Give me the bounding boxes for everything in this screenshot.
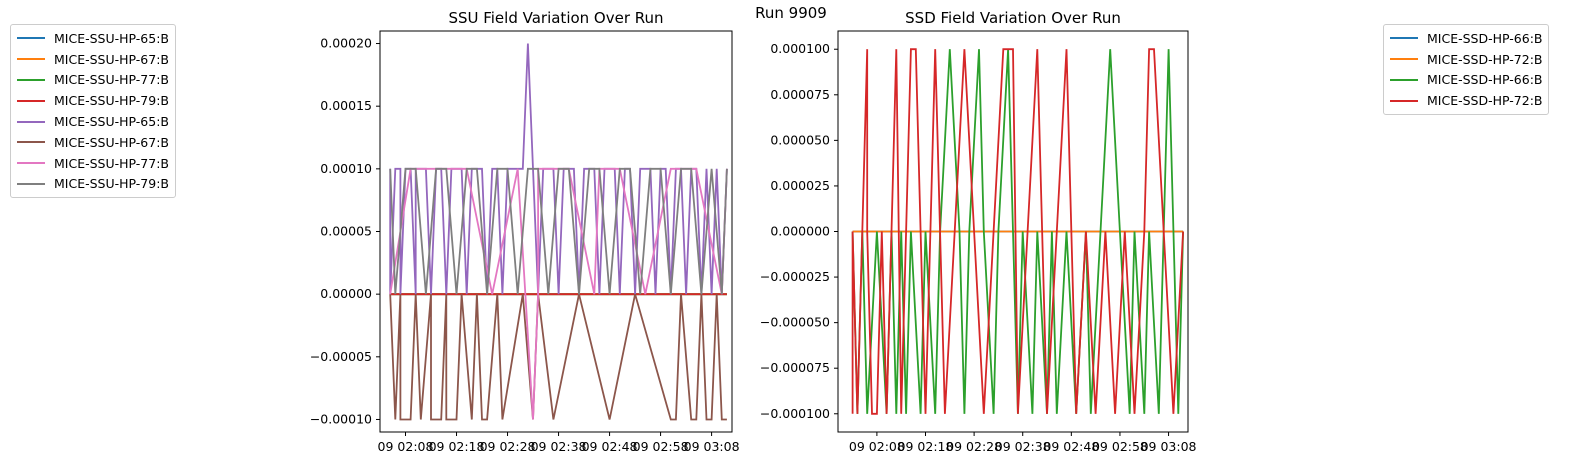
x-tick-label: 09 02:08 [378, 439, 434, 454]
legend-label: MICE-SSU-HP-79:B [54, 176, 170, 192]
ssu-chart: 0.00020 0.00015 0.00010 0.00005 0.00000 −0.00… [310, 9, 740, 454]
legend-left-entry: MICE-SSU-HP-65:B [17, 111, 169, 132]
legend-left-entry: MICE-SSU-HP-67:B [17, 49, 169, 70]
legend-left-entry: MICE-SSU-HP-67:B [17, 132, 169, 153]
x-tick-label: 09 03:08 [1141, 439, 1197, 454]
y-tick-label: 0.000075 [770, 87, 830, 102]
y-tick-label: −0.00005 [310, 349, 372, 364]
legend-left-entry: MICE-SSU-HP-77:B [17, 153, 169, 174]
y-tick-label: −0.000050 [760, 315, 830, 330]
y-tick-label: −0.00010 [310, 411, 372, 426]
y-tick-label: 0.00010 [320, 161, 372, 176]
x-tick-label: 09 02:58 [633, 439, 689, 454]
x-tick-label: 09 02:28 [480, 439, 536, 454]
x-tick-label: 09 03:08 [684, 439, 740, 454]
legend-label: MICE-SSU-HP-65:B [54, 114, 170, 130]
series-line [389, 167, 728, 420]
x-tick-label: 09 02:28 [946, 439, 1002, 454]
x-tick-label: 09 02:38 [531, 439, 587, 454]
series-line [851, 48, 1184, 415]
y-tick-label: 0.000050 [770, 132, 830, 147]
legend-left-entry: MICE-SSU-HP-65:B [17, 28, 169, 49]
legend-swatch [17, 120, 45, 123]
y-tick-label: −0.000075 [760, 360, 830, 375]
x-tick-label: 09 02:18 [898, 439, 954, 454]
y-tick-label: 0.00000 [320, 286, 372, 301]
legend-label: MICE-SSU-HP-65:B [54, 30, 170, 46]
chart-title: SSD Field Variation Over Run [905, 9, 1121, 27]
series-line [389, 167, 728, 295]
legend-right-entry: MICE-SSD-HP-72:B [1390, 90, 1542, 111]
legend-right-entry: MICE-SSD-HP-66:B [1390, 28, 1542, 49]
legend-left-entry: MICE-SSU-HP-77:B [17, 70, 169, 91]
legend-label: MICE-SSU-HP-77:B [54, 155, 170, 171]
legend-label: MICE-SSD-HP-66:B [1427, 30, 1543, 46]
legend-swatch [1390, 99, 1418, 102]
legend-swatch [17, 182, 45, 185]
legend-swatch [17, 141, 45, 144]
legend-label: MICE-SSU-HP-67:B [54, 134, 170, 150]
legend-swatch [1390, 78, 1418, 81]
y-tick-label: −0.000025 [760, 269, 830, 284]
legend-left: MICE-SSU-HP-65:B MICE-SSU-HP-67:B MICE-SSU… [10, 24, 177, 199]
y-tick-label: 0.00020 [320, 36, 372, 51]
legend-swatch [1390, 58, 1418, 61]
legend-label: MICE-SSD-HP-72:B [1427, 93, 1543, 109]
legend-swatch [1390, 37, 1418, 40]
legend-right: MICE-SSD-HP-66:B MICE-SSD-HP-72:B MICE-SSD… [1383, 24, 1550, 116]
x-tick-label: 09 02:48 [582, 439, 638, 454]
legend-left-entry: MICE-SSU-HP-79:B [17, 174, 169, 195]
legend-label: MICE-SSD-HP-66:B [1427, 72, 1543, 88]
x-tick-label: 09 02:48 [1043, 439, 1099, 454]
ssd-chart: 0.000100 0.000075 0.000050 0.000025 0.000000… [760, 9, 1197, 454]
y-tick-label: 0.000000 [770, 224, 830, 239]
legend-swatch [17, 37, 45, 40]
x-tick-label: 09 02:38 [995, 439, 1051, 454]
figure-suptitle: Run 9909 [755, 4, 827, 22]
chart-title: SSU Field Variation Over Run [448, 9, 663, 27]
legend-swatch [17, 78, 45, 81]
x-tick-label: 09 02:08 [849, 439, 905, 454]
y-tick-label: 0.00015 [320, 98, 372, 113]
legend-swatch [17, 58, 45, 61]
series-line [851, 49, 1184, 414]
y-tick-label: 0.00005 [320, 224, 372, 239]
legend-label: MICE-SSD-HP-72:B [1427, 51, 1543, 67]
legend-label: MICE-SSU-HP-79:B [54, 93, 170, 109]
legend-label: MICE-SSU-HP-67:B [54, 51, 170, 67]
legend-swatch [17, 99, 45, 102]
x-tick-label: 09 02:18 [429, 439, 485, 454]
y-tick-label: 0.000100 [770, 41, 830, 56]
legend-right-entry: MICE-SSD-HP-66:B [1390, 70, 1542, 91]
legend-label: MICE-SSU-HP-77:B [54, 72, 170, 88]
legend-right-entry: MICE-SSD-HP-72:B [1390, 49, 1542, 70]
y-tick-label: 0.000025 [770, 178, 830, 193]
legend-swatch [17, 162, 45, 165]
legend-left-entry: MICE-SSU-HP-79:B [17, 90, 169, 111]
y-tick-label: −0.000100 [760, 406, 830, 421]
series-line [389, 293, 727, 421]
x-tick-label: 09 02:58 [1092, 439, 1148, 454]
